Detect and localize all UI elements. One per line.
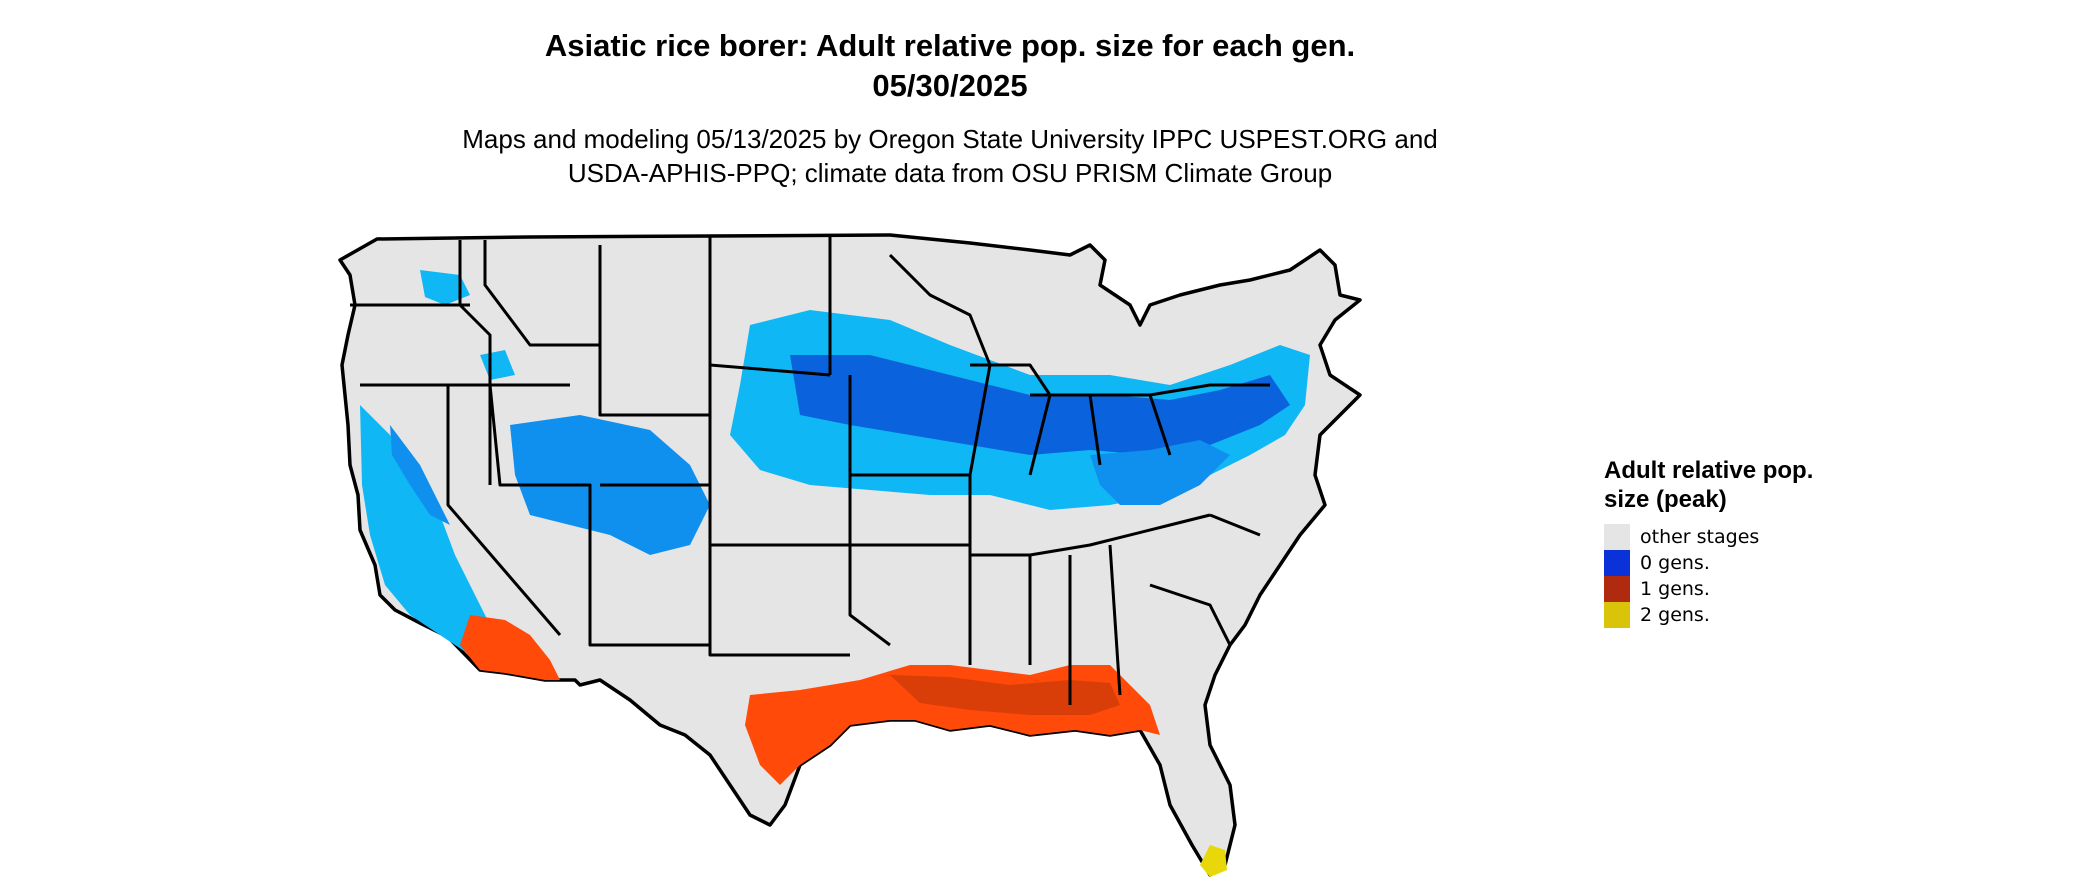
mid-blue-appalachia bbox=[1090, 440, 1230, 505]
legend-label-0: 0 gens. bbox=[1640, 552, 1710, 574]
legend: Adult relative pop. size (peak) other st… bbox=[1604, 456, 1864, 628]
map-title-date: 05/30/2025 bbox=[872, 68, 1028, 103]
legend-item-1-gens: 1 gens. bbox=[1604, 576, 1864, 602]
dark-blue-midwest bbox=[790, 355, 1290, 455]
legend-swatch-0 bbox=[1604, 550, 1630, 576]
legend-label-2: 2 gens. bbox=[1640, 604, 1710, 626]
legend-swatch-1 bbox=[1604, 576, 1630, 602]
map-subtitle-line1: Maps and modeling 05/13/2025 by Oregon S… bbox=[462, 124, 1438, 154]
legend-label-other: other stages bbox=[1640, 526, 1760, 548]
legend-label-1: 1 gens. bbox=[1640, 578, 1710, 600]
legend-swatch-2 bbox=[1604, 602, 1630, 628]
yellow-florida-tip bbox=[1200, 845, 1227, 877]
dark-orange-gulf bbox=[890, 675, 1120, 715]
light-blue-northwest bbox=[420, 270, 515, 380]
legend-swatch-other bbox=[1604, 524, 1630, 550]
mid-blue-sierra bbox=[390, 425, 450, 525]
legend-title-text: Adult relative pop. size (peak) bbox=[1604, 457, 1814, 513]
orange-arizona bbox=[460, 615, 560, 680]
us-map bbox=[338, 233, 1362, 877]
state-borders bbox=[350, 235, 1270, 705]
legend-item-other-stages: other stages bbox=[1604, 524, 1864, 550]
map-title-line1: Asiatic rice borer: Adult relative pop. … bbox=[544, 28, 1356, 63]
legend-item-2-gens: 2 gens. bbox=[1604, 602, 1864, 628]
map-subtitle-line2: USDA-APHIS-PPQ; climate data from OSU PR… bbox=[567, 158, 1333, 188]
light-blue-west bbox=[360, 405, 500, 655]
legend-title: Adult relative pop. size (peak) bbox=[1604, 456, 1864, 514]
legend-item-0-gens: 0 gens. bbox=[1604, 550, 1864, 576]
